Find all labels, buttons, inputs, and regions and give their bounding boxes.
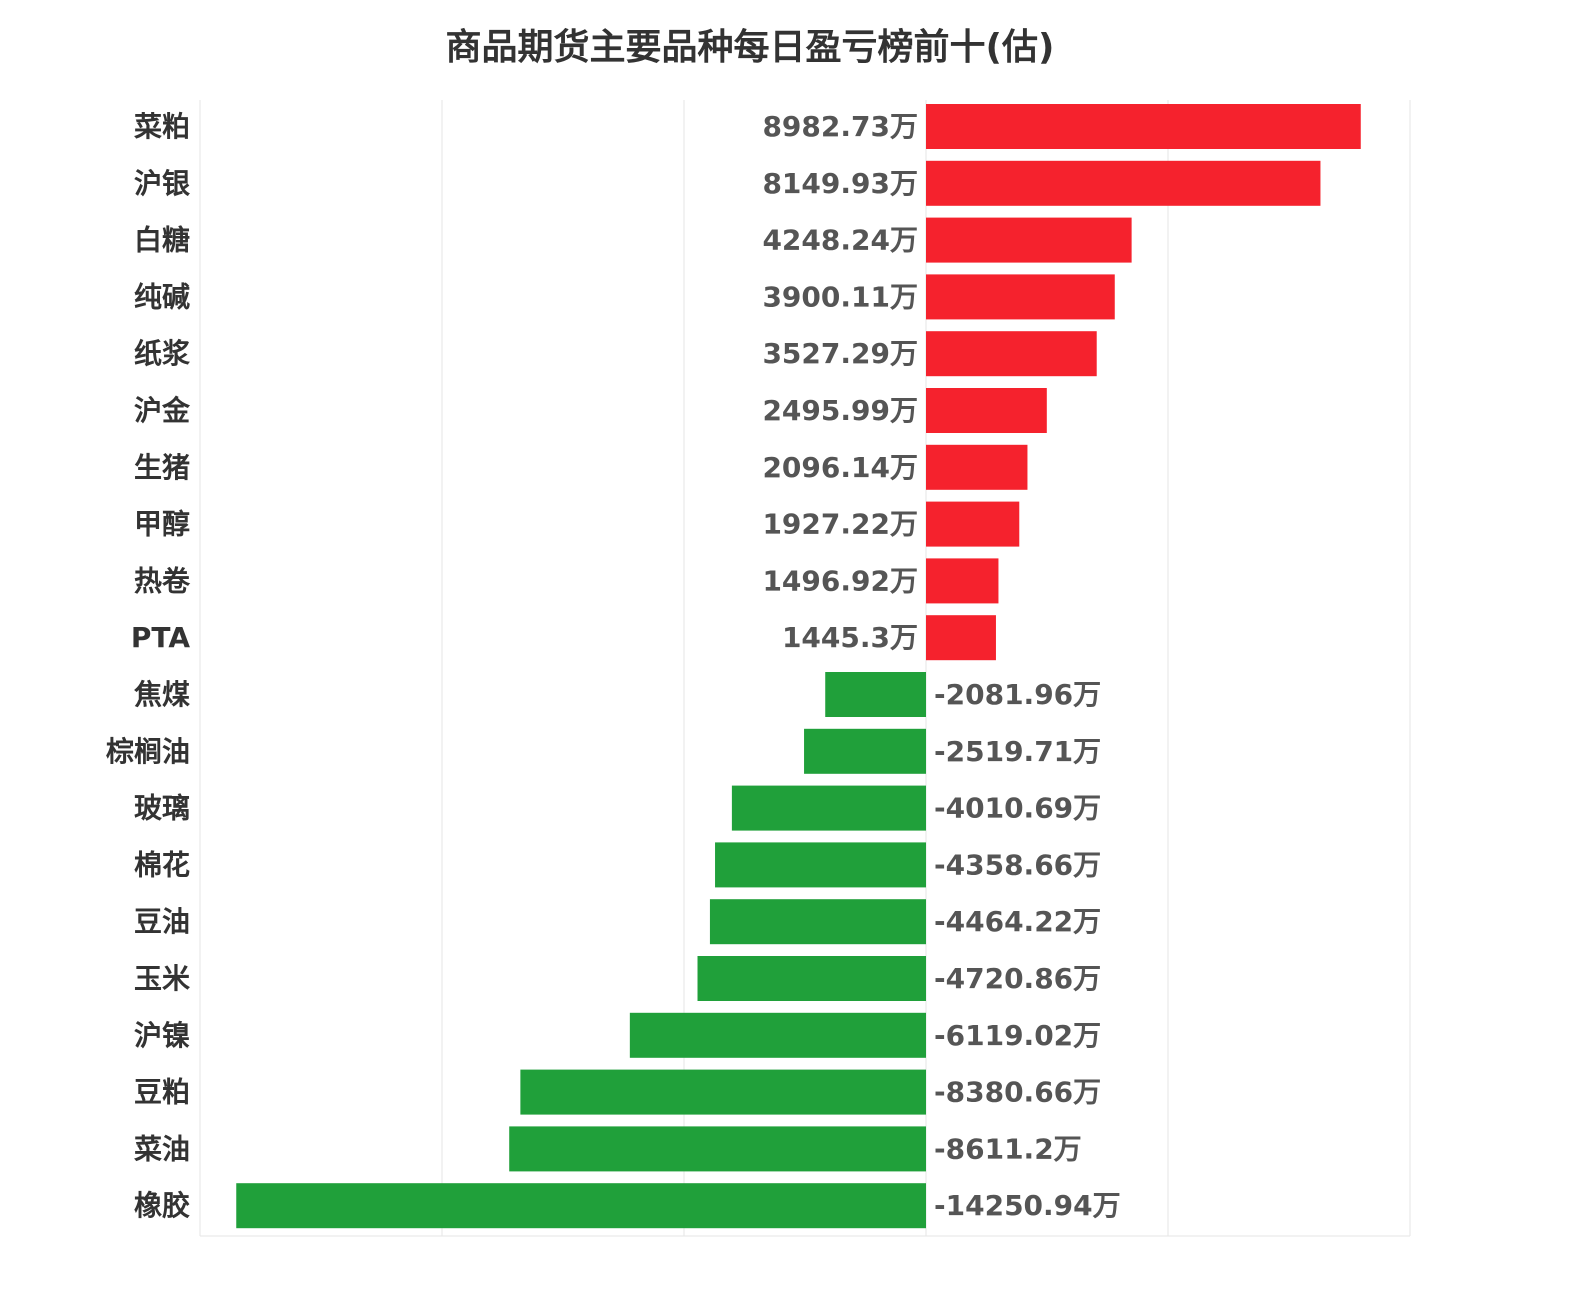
category-label: 菜油: [134, 1132, 190, 1165]
value-label: -14250.94万: [934, 1189, 1121, 1222]
bar: [926, 501, 1020, 547]
bar: [236, 1183, 926, 1229]
bar: [825, 672, 926, 717]
value-label: 3900.11万: [762, 280, 918, 313]
category-label: 纸浆: [134, 337, 191, 370]
value-label: -6119.02万: [934, 1019, 1101, 1052]
value-label: 1445.3万: [782, 621, 918, 654]
category-label: 纯碱: [134, 280, 190, 313]
bar: [926, 388, 1047, 433]
value-label: 2096.14万: [762, 451, 918, 484]
category-label: 豆粕: [134, 1076, 190, 1109]
category-label: PTA: [131, 621, 190, 654]
chart-title: 商品期货主要品种每日盈亏榜前十(估): [445, 27, 1055, 68]
category-label: 豆油: [134, 905, 190, 938]
value-label: 4248.24万: [762, 224, 918, 257]
bar: [520, 1069, 926, 1115]
bar: [731, 785, 926, 831]
value-label: 2495.99万: [762, 394, 918, 427]
bar: [509, 1126, 926, 1172]
bar: [926, 274, 1115, 320]
bar: [926, 104, 1361, 149]
value-label: -4010.69万: [934, 792, 1101, 825]
category-label: 热卷: [134, 564, 191, 597]
bar: [709, 899, 926, 945]
category-label: 生猪: [134, 451, 190, 484]
bar: [926, 558, 999, 604]
category-label: 甲醇: [134, 508, 190, 541]
bar: [926, 160, 1321, 206]
value-label: -2081.96万: [934, 678, 1101, 711]
value-label: -4358.66万: [934, 848, 1101, 881]
category-label: 棉花: [134, 848, 190, 881]
bar: [697, 956, 926, 1001]
value-label: -4720.86万: [934, 962, 1101, 995]
value-label: -8611.2万: [934, 1132, 1082, 1165]
value-label: 8149.93万: [762, 167, 918, 200]
category-label: 白糖: [134, 224, 190, 257]
category-label: 沪镍: [134, 1019, 190, 1052]
value-label: 8982.73万: [762, 110, 918, 143]
category-label: 玻璃: [134, 792, 190, 825]
category-label: 沪金: [134, 394, 191, 427]
value-label: 1927.22万: [762, 508, 918, 541]
category-label: 棕榈油: [106, 735, 190, 768]
category-label: 橡胶: [134, 1189, 190, 1222]
category-label: 沪银: [134, 167, 191, 200]
value-label: 1496.92万: [762, 564, 918, 597]
bar: [926, 615, 996, 661]
value-label: -2519.71万: [934, 735, 1101, 768]
category-label: 焦煤: [134, 678, 190, 711]
value-label: 3527.29万: [762, 337, 918, 370]
value-label: -4464.22万: [934, 905, 1101, 938]
category-label: 玉米: [134, 962, 190, 995]
bar: [926, 444, 1028, 490]
bar: [804, 728, 926, 774]
bar: [926, 217, 1132, 263]
bar: [715, 842, 926, 888]
category-label: 菜粕: [134, 110, 190, 143]
bar: [926, 331, 1097, 377]
value-label: -8380.66万: [934, 1076, 1101, 1109]
bar: [629, 1012, 926, 1058]
